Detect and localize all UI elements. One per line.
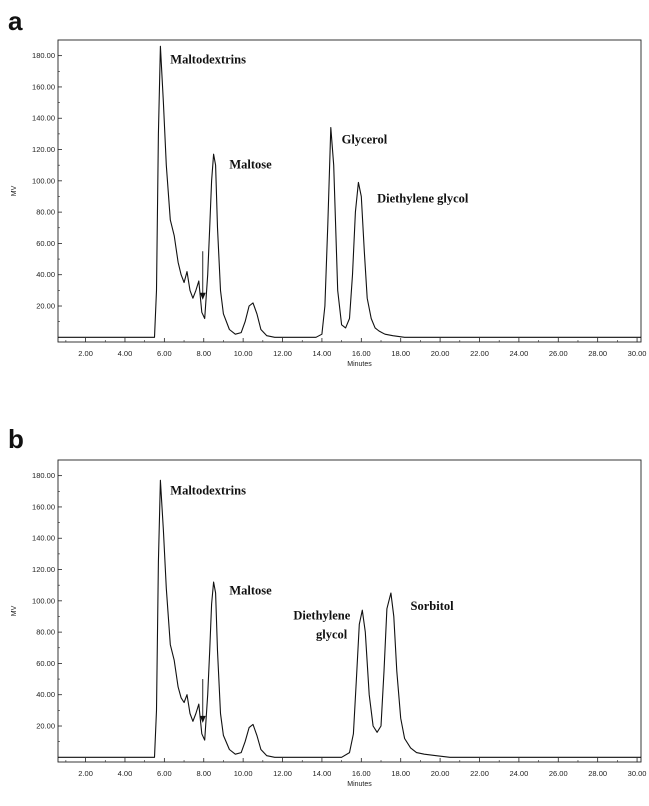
panel-letter-b: b — [8, 424, 24, 454]
x-tick-label: 20.00 — [431, 769, 450, 778]
x-tick-label: 26.00 — [549, 769, 568, 778]
x-tick-label: 22.00 — [470, 349, 489, 358]
y-tick-label: 120.00 — [32, 565, 55, 574]
y-tick-label: 120.00 — [32, 145, 55, 154]
x-tick-label: 2.00 — [78, 349, 93, 358]
peak-label: Diethylene — [293, 609, 350, 623]
y-tick-label: 100.00 — [32, 176, 55, 185]
x-tick-label: 20.00 — [431, 349, 450, 358]
x-tick-label: 14.00 — [313, 769, 332, 778]
y-tick-label: 140.00 — [32, 534, 55, 543]
x-tick-label: 6.00 — [157, 349, 172, 358]
arrow-head — [199, 292, 206, 300]
y-tick-label: 40.00 — [36, 270, 55, 279]
y-tick-label: 180.00 — [32, 471, 55, 480]
y-tick-label: 20.00 — [36, 302, 55, 311]
peak-label: Maltose — [229, 584, 272, 598]
plot-frame — [57, 39, 642, 343]
chromatogram-trace — [58, 45, 641, 338]
x-tick-label: 24.00 — [509, 769, 528, 778]
x-tick-label: 22.00 — [470, 769, 489, 778]
x-tick-label: 28.00 — [588, 349, 607, 358]
y-axis-title: MV — [11, 185, 18, 196]
x-tick-label: 16.00 — [352, 349, 371, 358]
peak-label: Maltose — [229, 157, 272, 171]
panel-letter-a: a — [8, 6, 23, 36]
x-tick-label: 18.00 — [391, 349, 410, 358]
peak-label: glycol — [316, 627, 348, 641]
y-tick-label: 20.00 — [36, 722, 55, 731]
x-tick-label: 12.00 — [273, 349, 292, 358]
x-axis-title: Minutes — [347, 781, 372, 788]
arrow-head — [199, 715, 206, 723]
x-tick-label: 18.00 — [391, 769, 410, 778]
peak-label: Diethylene glycol — [377, 192, 469, 206]
x-tick-label: 24.00 — [509, 349, 528, 358]
y-tick-label: 140.00 — [32, 114, 55, 123]
y-tick-label: 100.00 — [32, 596, 55, 605]
x-tick-label: 6.00 — [157, 769, 172, 778]
y-tick-label: 160.00 — [32, 502, 55, 511]
chromatogram-a: 20.00 40.00 60.00 80.00 100.00 120.00 140.00 16… — [11, 39, 647, 368]
y-tick-label: 160.00 — [32, 82, 55, 91]
x-tick-label: 4.00 — [118, 769, 133, 778]
x-tick-label: 12.00 — [273, 769, 292, 778]
y-axis-title: MV — [11, 605, 18, 616]
x-tick-label: 10.00 — [234, 769, 253, 778]
peak-label: Sorbitol — [411, 599, 455, 613]
x-tick-label: 30.00 — [628, 769, 647, 778]
x-tick-label: 8.00 — [196, 349, 211, 358]
x-tick-label: 28.00 — [588, 769, 607, 778]
x-tick-label: 30.00 — [628, 349, 647, 358]
chromatogram-trace — [58, 479, 641, 758]
x-tick-label: 2.00 — [78, 769, 93, 778]
peak-label: Maltodextrins — [170, 483, 246, 497]
x-axis-title: Minutes — [347, 361, 372, 368]
x-tick-label: 26.00 — [549, 349, 568, 358]
x-tick-label: 4.00 — [118, 349, 133, 358]
x-tick-label: 14.00 — [313, 349, 332, 358]
y-tick-label: 60.00 — [36, 239, 55, 248]
x-tick-label: 10.00 — [234, 349, 253, 358]
y-tick-label: 60.00 — [36, 659, 55, 668]
peak-label: Glycerol — [342, 132, 388, 146]
y-tick-label: 180.00 — [32, 51, 55, 60]
y-tick-label: 80.00 — [36, 208, 55, 217]
y-tick-label: 40.00 — [36, 690, 55, 699]
y-tick-label: 80.00 — [36, 628, 55, 637]
x-tick-label: 16.00 — [352, 769, 371, 778]
plot-frame — [57, 459, 642, 763]
chromatogram-b: 20.00 40.00 60.00 80.00 100.00 120.00 140.00 16… — [11, 459, 647, 788]
x-tick-label: 8.00 — [196, 769, 211, 778]
peak-label: Maltodextrins — [170, 52, 246, 66]
